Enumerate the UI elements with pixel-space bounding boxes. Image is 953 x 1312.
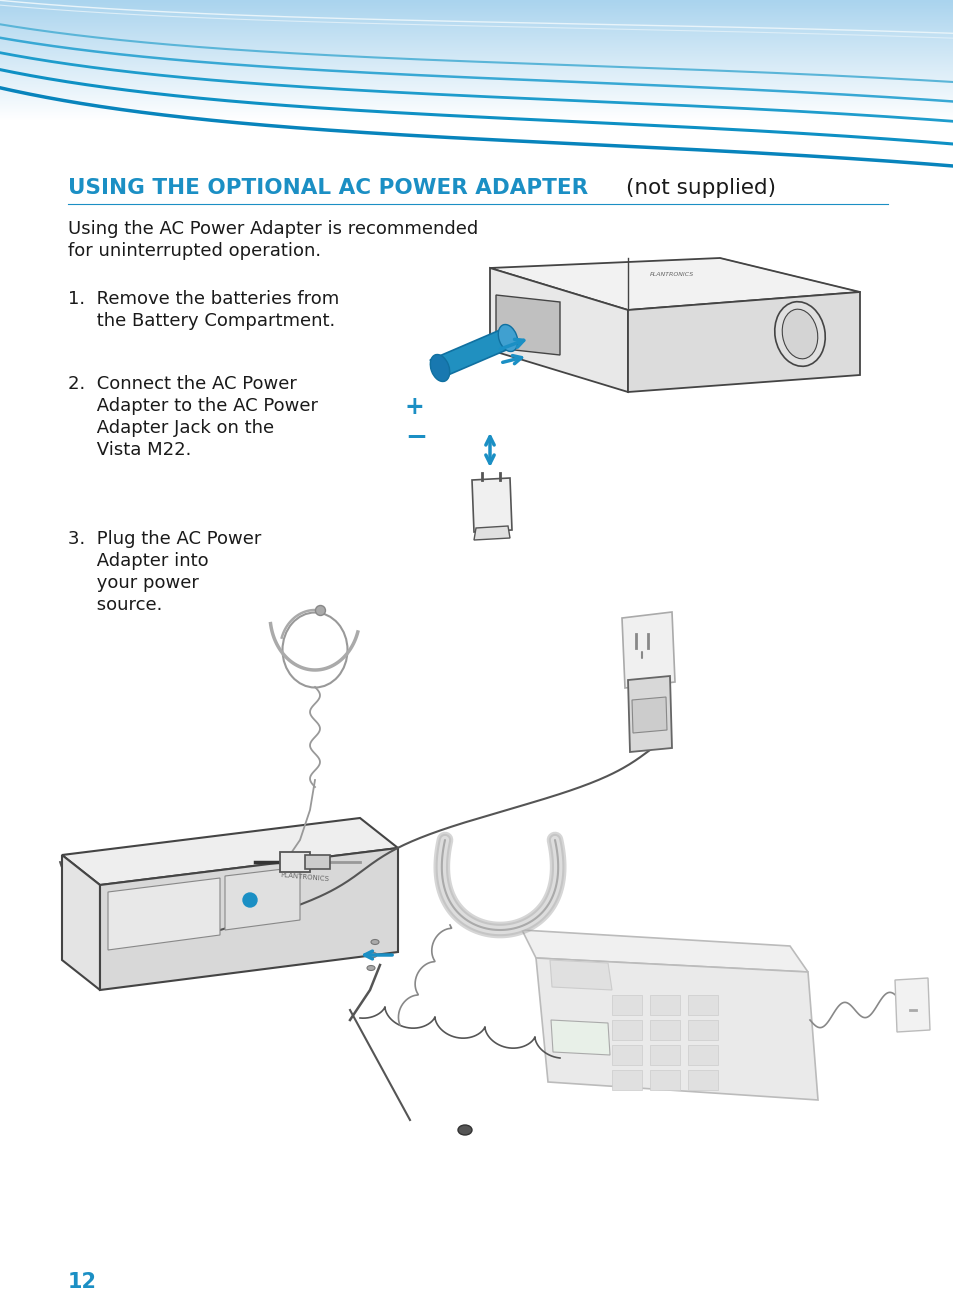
Polygon shape <box>621 611 675 687</box>
Polygon shape <box>687 1071 718 1090</box>
Text: PLANTRONICS: PLANTRONICS <box>280 872 329 882</box>
Polygon shape <box>649 1019 679 1040</box>
Polygon shape <box>894 977 929 1033</box>
Polygon shape <box>62 817 397 886</box>
Text: for uninterrupted operation.: for uninterrupted operation. <box>68 241 321 260</box>
Text: 2.  Connect the AC Power: 2. Connect the AC Power <box>68 375 296 394</box>
Polygon shape <box>100 848 397 991</box>
Ellipse shape <box>774 302 824 366</box>
Polygon shape <box>490 258 859 310</box>
Ellipse shape <box>367 966 375 971</box>
Polygon shape <box>472 478 512 531</box>
Polygon shape <box>521 930 807 972</box>
Polygon shape <box>612 1071 641 1090</box>
Ellipse shape <box>781 310 817 358</box>
Polygon shape <box>430 331 517 375</box>
Polygon shape <box>490 268 627 392</box>
Text: Adapter into: Adapter into <box>68 552 209 569</box>
Polygon shape <box>550 960 612 991</box>
Ellipse shape <box>315 606 325 615</box>
Text: USING THE OPTIONAL AC POWER ADAPTER: USING THE OPTIONAL AC POWER ADAPTER <box>68 178 587 198</box>
Ellipse shape <box>371 939 378 945</box>
Text: Adapter to the AC Power: Adapter to the AC Power <box>68 398 317 415</box>
Text: (not supplied): (not supplied) <box>625 178 775 198</box>
Text: +: + <box>405 395 424 419</box>
Polygon shape <box>649 1044 679 1065</box>
Ellipse shape <box>457 1124 472 1135</box>
Polygon shape <box>612 1019 641 1040</box>
Polygon shape <box>649 994 679 1015</box>
Polygon shape <box>687 1044 718 1065</box>
Polygon shape <box>305 855 330 869</box>
Polygon shape <box>687 1019 718 1040</box>
Polygon shape <box>62 855 100 991</box>
Ellipse shape <box>243 893 256 907</box>
Polygon shape <box>627 293 859 392</box>
Text: Using the AC Power Adapter is recommended: Using the AC Power Adapter is recommende… <box>68 220 477 237</box>
Polygon shape <box>108 878 220 950</box>
Text: your power: your power <box>68 575 198 592</box>
Polygon shape <box>496 295 559 356</box>
Text: 3.  Plug the AC Power: 3. Plug the AC Power <box>68 530 261 548</box>
Text: source.: source. <box>68 596 162 614</box>
Polygon shape <box>627 676 671 752</box>
Text: 1.  Remove the batteries from: 1. Remove the batteries from <box>68 290 339 308</box>
Polygon shape <box>551 1019 609 1055</box>
Polygon shape <box>649 1071 679 1090</box>
Polygon shape <box>612 1044 641 1065</box>
Text: PLANTRONICS: PLANTRONICS <box>649 272 694 277</box>
Text: 12: 12 <box>68 1273 97 1292</box>
Text: −: − <box>405 425 427 451</box>
Ellipse shape <box>369 953 376 958</box>
Text: the Battery Compartment.: the Battery Compartment. <box>68 312 335 331</box>
Polygon shape <box>536 958 817 1099</box>
Polygon shape <box>631 697 666 733</box>
Polygon shape <box>0 140 953 1312</box>
Polygon shape <box>225 867 299 930</box>
Ellipse shape <box>497 324 517 352</box>
Text: Adapter Jack on the: Adapter Jack on the <box>68 419 274 437</box>
Ellipse shape <box>430 354 449 382</box>
Polygon shape <box>612 994 641 1015</box>
Polygon shape <box>280 851 310 872</box>
Polygon shape <box>474 526 510 541</box>
Polygon shape <box>687 994 718 1015</box>
Text: Vista M22.: Vista M22. <box>68 441 192 459</box>
